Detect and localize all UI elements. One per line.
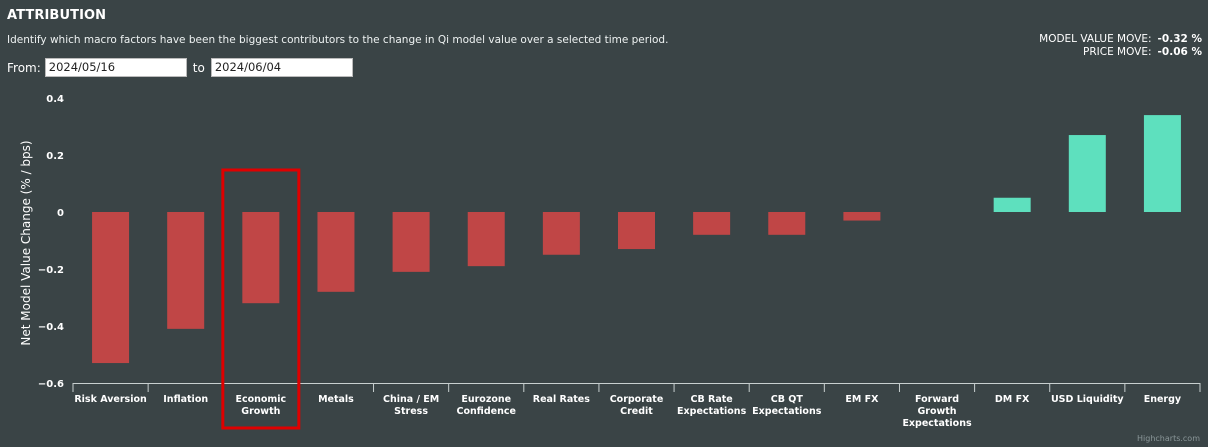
bar[interactable] — [167, 212, 205, 329]
bar[interactable] — [317, 212, 355, 292]
y-tick-label: 0 — [57, 208, 64, 219]
from-date-input[interactable]: 2024/05/16 — [44, 58, 187, 77]
bar[interactable] — [993, 197, 1031, 212]
bar[interactable] — [618, 212, 655, 250]
price-move-value: -0.06 % — [1157, 46, 1202, 58]
y-tick-label: 0.2 — [46, 151, 64, 162]
bar[interactable] — [768, 212, 806, 235]
x-category-label: Economic Growth — [235, 394, 286, 417]
price-move-label: PRICE MOVE: — [1083, 46, 1152, 58]
bar[interactable] — [1143, 115, 1181, 212]
bar[interactable] — [843, 212, 881, 221]
x-category-label: China / EM Stress — [383, 394, 439, 417]
x-category-label: CB Rate Expectations — [677, 394, 747, 417]
y-tick-label: −0.4 — [38, 322, 64, 333]
x-category-label: Corporate Credit — [610, 394, 664, 417]
y-tick-label: −0.6 — [38, 379, 64, 390]
highlight-box — [221, 168, 301, 430]
model-value-move-label: MODEL VALUE MOVE: — [1039, 33, 1152, 45]
x-category-label: USD Liquidity — [1051, 394, 1124, 405]
x-category-label: EM FX — [845, 394, 879, 405]
highlight-rectangle — [221, 168, 301, 430]
price-move: PRICE MOVE: -0.06 % — [1039, 46, 1202, 59]
y-axis-title-group: Net Model Value Change (% / bps) — [19, 140, 33, 345]
bar[interactable] — [1068, 135, 1106, 212]
x-category-label: Inflation — [163, 394, 208, 405]
date-range: From: 2024/05/16 to 2024/06/04 — [7, 58, 353, 77]
x-category-label: CB QT Expectations — [752, 394, 822, 417]
x-axis — [72, 383, 1201, 392]
x-category-label: Risk Aversion — [74, 394, 147, 405]
x-category-label: Forward Growth Expectations — [902, 394, 972, 429]
to-date-input[interactable]: 2024/06/04 — [210, 58, 353, 77]
model-value-move: MODEL VALUE MOVE: -0.32 % — [1039, 33, 1202, 46]
x-category-label: Metals — [318, 394, 354, 405]
x-axis-labels: Risk Aversion Inflation Economic Growth Meta… — [74, 394, 1182, 429]
x-category-label: Real Rates — [533, 394, 590, 405]
bars — [92, 115, 1181, 364]
bar[interactable] — [242, 212, 280, 304]
bar[interactable] — [92, 212, 130, 364]
y-tick-label: 0.4 — [46, 94, 64, 105]
y-axis-title: Net Model Value Change (% / bps) — [19, 140, 33, 345]
to-label: to — [192, 60, 205, 75]
bar[interactable] — [693, 212, 731, 235]
x-category-label: DM FX — [995, 394, 1030, 405]
x-category-label: Eurozone Confidence — [457, 394, 516, 417]
page-subtitle: Identify which macro factors have been t… — [7, 34, 669, 46]
y-axis-ticks: 0.4 0.2 0 −0.2 −0.4 −0.6 — [38, 94, 64, 390]
moves-summary: MODEL VALUE MOVE: -0.32 % PRICE MOVE: -0.0… — [1039, 33, 1202, 59]
x-category-label: Energy — [1144, 394, 1182, 405]
model-value-move-value: -0.32 % — [1157, 33, 1202, 45]
bar[interactable] — [392, 212, 430, 272]
y-tick-label: −0.2 — [38, 265, 64, 276]
bar[interactable] — [542, 212, 580, 255]
bar[interactable] — [467, 212, 505, 267]
page-title: ATTRIBUTION — [7, 8, 107, 23]
chart-credit: Highcharts.com — [1137, 434, 1200, 443]
from-label: From: — [7, 60, 41, 75]
